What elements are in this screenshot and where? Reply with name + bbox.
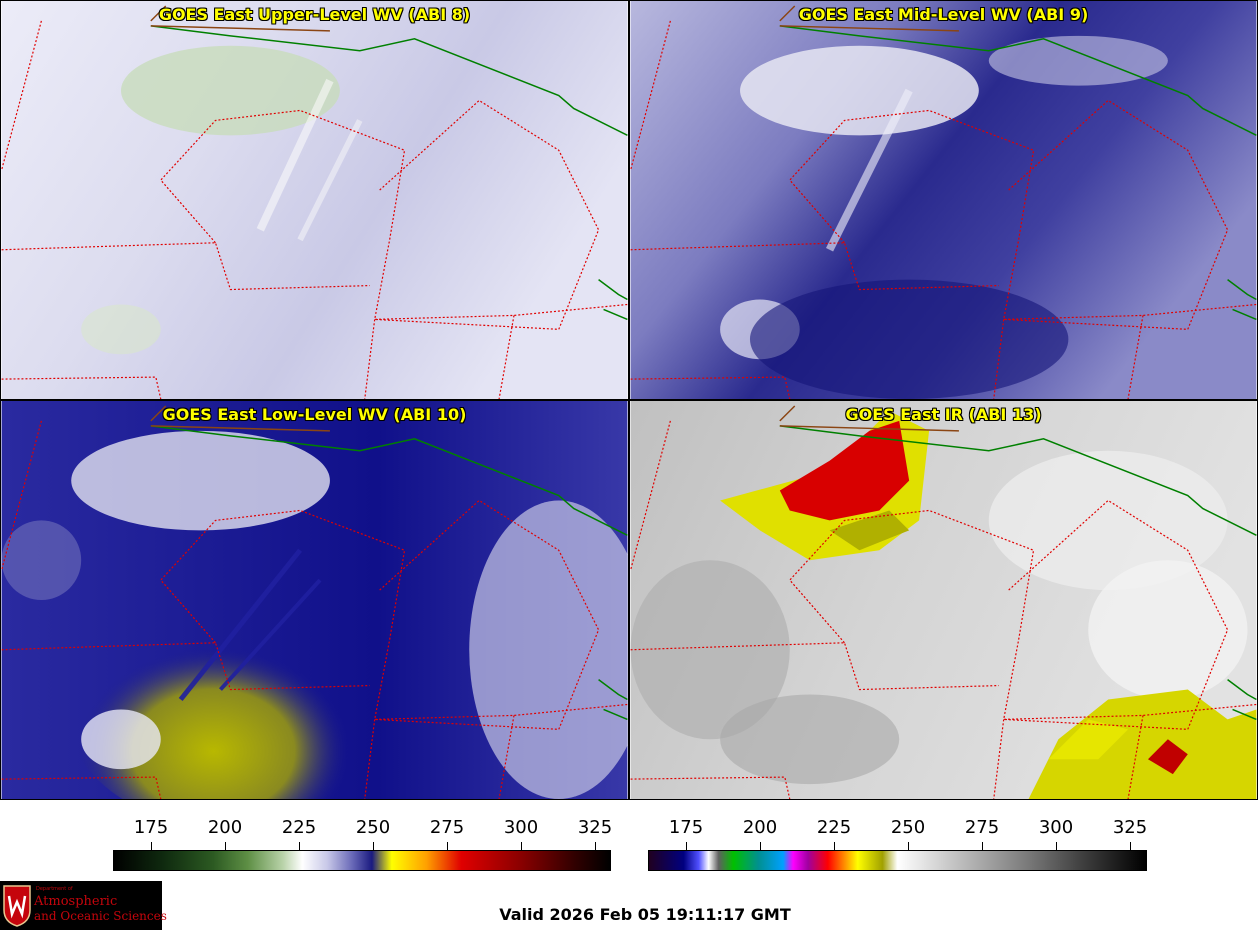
wv-tick-label: 300: [503, 817, 539, 838]
wv-tick-label: 225: [281, 817, 317, 838]
ir-colorbar-strip: [648, 850, 1147, 871]
logo-line-2: and Oceanic Sciences: [34, 909, 167, 923]
upper-level-wv-image: [1, 1, 628, 399]
ir-panel: GOES East IR (ABI 13): [629, 400, 1258, 800]
wv-tick-mark: [595, 842, 596, 850]
wv-tick-mark: [521, 842, 522, 850]
uw-crest-icon: [3, 885, 31, 927]
valid-time: Valid 2026 Feb 05 19:11:17 GMT: [499, 905, 791, 924]
wv-tick-label: 175: [133, 817, 169, 838]
panel-title: GOES East Mid-Level WV (ABI 9): [798, 5, 1089, 24]
wv-tick-label: 250: [355, 817, 391, 838]
ir-tick-label: 300: [1038, 817, 1074, 838]
wv-tick-label: 200: [207, 817, 243, 838]
ir-tick-mark: [1130, 842, 1131, 850]
wv-colorbar-strip: [113, 850, 611, 871]
wv-tick-label: 275: [429, 817, 465, 838]
panel-title: GOES East Upper-Level WV (ABI 8): [158, 5, 471, 24]
ir-tick-label: 200: [742, 817, 778, 838]
ir-tick-mark: [908, 842, 909, 850]
ir-tick-mark: [834, 842, 835, 850]
wv-tick-mark: [151, 842, 152, 850]
ir-tick-label: 325: [1112, 817, 1148, 838]
wv-tick-mark: [299, 842, 300, 850]
wv-colorbar: 175 200 225 250 275 300 325: [113, 812, 613, 872]
ir-tick-mark: [982, 842, 983, 850]
ir-tick-label: 175: [668, 817, 704, 838]
ir-tick-label: 275: [964, 817, 1000, 838]
ir-tick-label: 225: [816, 817, 852, 838]
logo-line-1: Atmospheric: [34, 894, 118, 909]
low-level-wv-panel: GOES East Low-Level WV (ABI 10): [0, 400, 629, 800]
ir-tick-mark: [1056, 842, 1057, 850]
ir-colorbar-ticks: 175 200 225 250 275 300 325: [648, 812, 1147, 852]
panel-title: GOES East IR (ABI 13): [845, 405, 1042, 424]
ir-image: [630, 401, 1257, 799]
wv-colorbar-ticks: 175 200 225 250 275 300 325: [113, 812, 613, 852]
ir-colorbar: 175 200 225 250 275 300 325: [648, 812, 1147, 872]
logo-department-text: Department of: [36, 886, 73, 892]
upper-level-wv-panel: GOES East Upper-Level WV (ABI 8): [0, 0, 629, 400]
ir-tick-mark: [760, 842, 761, 850]
wv-tick-mark: [373, 842, 374, 850]
wv-tick-mark: [447, 842, 448, 850]
ir-tick-label: 250: [890, 817, 926, 838]
wv-tick-label: 325: [577, 817, 613, 838]
wv-tick-mark: [225, 842, 226, 850]
mid-level-wv-panel: GOES East Mid-Level WV (ABI 9): [629, 0, 1258, 400]
mid-level-wv-image: [630, 1, 1257, 399]
uw-aos-logo: Department of Atmospheric and Oceanic Sc…: [0, 881, 167, 930]
low-level-wv-image: [1, 401, 628, 799]
panel-title: GOES East Low-Level WV (ABI 10): [162, 405, 467, 424]
ir-tick-mark: [686, 842, 687, 850]
